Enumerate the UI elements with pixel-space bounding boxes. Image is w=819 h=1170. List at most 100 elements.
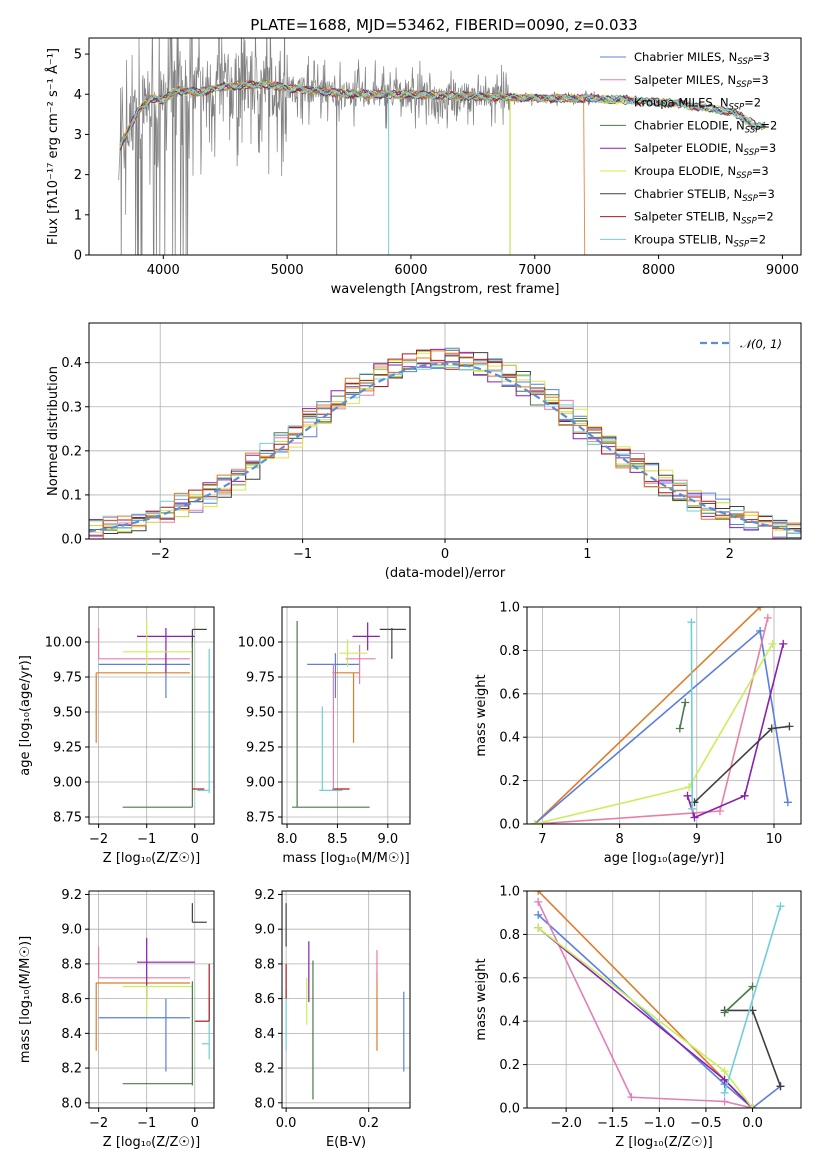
model-fit-line (119, 80, 586, 255)
series-point-marker (767, 724, 776, 733)
x-tick-label: 8.0 (277, 832, 298, 847)
series-point-marker (776, 902, 785, 911)
series-point-marker (534, 891, 543, 895)
series-line (693, 725, 790, 803)
y-tick-label: 9.75 (246, 671, 275, 686)
spectrum-legend: Chabrier MILES, NSSP=3 Salpeter MILES, NS… (600, 50, 777, 249)
series-point-marker (715, 806, 724, 815)
series-line (724, 985, 754, 1014)
legend-entry-label: Salpeter STELIB, NSSP=2 (634, 210, 774, 227)
spectrum-plot-area (118, 38, 767, 255)
x-tick-label: 0 (441, 547, 449, 562)
x-tick-label: 0 (191, 832, 199, 847)
series-line (686, 643, 784, 819)
legend-entry-label: Salpeter ELODIE, NSSP=3 (634, 141, 776, 158)
axes-frame (88, 890, 215, 1109)
y-axis-label: Flux [fλ10⁻¹⁷ erg cm⁻² s⁻¹ Å⁻¹] (45, 48, 61, 245)
y-tick-label: 8.2 (254, 1062, 275, 1077)
x-axis-label: (data-model)/error (385, 566, 506, 581)
x-tick-label: −2 (89, 1116, 108, 1131)
legend-entry-label: Kroupa ELODIE, NSSP=3 (634, 164, 769, 181)
y-tick-label: 3 (74, 128, 82, 143)
series-line (537, 901, 753, 1108)
y-tick-label: 8.0 (61, 1096, 82, 1111)
x-axis-label: age [log₁₀(age/yr)] (604, 851, 725, 866)
y-tick-label: 0.6 (499, 687, 520, 702)
y-tick-label: 0.8 (499, 644, 520, 659)
y-tick-label: 9.75 (53, 671, 82, 686)
y-tick-label: 8.75 (246, 811, 275, 826)
series-point-marker (720, 1097, 729, 1106)
y-tick-label: 9.2 (254, 888, 275, 903)
histogram-step-line (89, 350, 801, 539)
y-tick-label: 9.00 (53, 776, 82, 791)
y-tick-label: 9.25 (53, 741, 82, 756)
x-tick-label: 9 (693, 832, 701, 847)
series-point-marker (756, 607, 765, 611)
series-point-marker (720, 1008, 729, 1017)
x-tick-label: −1.0 (644, 1116, 676, 1131)
x-axis-label: E(B-V) (326, 1135, 366, 1150)
x-tick-label: −1 (137, 832, 156, 847)
y-axis-label: Normed distribution (46, 366, 61, 496)
series-point-marker (687, 618, 696, 627)
series-point-marker (688, 804, 697, 813)
y-tick-label: 9.50 (53, 706, 82, 721)
legend-entry-label: Kroupa MILES, NSSP=2 (634, 96, 761, 113)
series-point-marker (675, 724, 684, 733)
series-point-marker (627, 1093, 636, 1102)
x-tick-label: 9.0 (377, 832, 398, 847)
axes-frame (88, 37, 802, 256)
series-point-marker (776, 1082, 785, 1091)
x-axis-label: Z [log₁₀(Z/Z☉)] (615, 1135, 712, 1150)
y-axis-label: age [log₁₀(age/yr)] (18, 655, 33, 776)
series-point-marker (690, 813, 699, 822)
y-tick-label: 0.2 (61, 444, 82, 459)
y-tick-label: 8.6 (61, 992, 82, 1007)
series-point-marker (530, 820, 539, 824)
y-tick-label: 0.2 (499, 1058, 520, 1073)
y-tick-label: 4 (74, 88, 82, 103)
x-axis-label: Z [log₁₀(Z/Z☉)] (103, 1135, 200, 1150)
y-tick-label: 8.8 (254, 957, 275, 972)
series-point-marker (756, 626, 765, 635)
errorbar-plot-area (95, 903, 210, 1086)
series-point-marker (785, 722, 794, 731)
y-tick-label: 1.0 (499, 601, 520, 616)
x-tick-label: −1 (293, 547, 312, 562)
histogram-plot-area (89, 347, 801, 539)
series-point-marker (720, 1067, 729, 1076)
y-tick-label: 1.0 (499, 885, 520, 900)
y-tick-label: 9.0 (254, 923, 275, 938)
x-tick-label: −2.0 (550, 1116, 582, 1131)
series-line (537, 891, 754, 1108)
y-tick-label: 9.25 (246, 741, 275, 756)
normal-curve-line (89, 362, 801, 533)
series-point-marker (534, 897, 543, 906)
y-tick-label: 8.4 (61, 1027, 82, 1042)
series-point-marker (720, 1075, 729, 1084)
legend-entry-label: Kroupa STELIB, NSSP=2 (634, 232, 766, 249)
x-tick-label: 5000 (271, 263, 304, 278)
spectrum-panel: 4000 5000 6000 7000 8000 9000 0 1 2 3 4 5 wavelength… (45, 37, 802, 297)
x-tick-label: 9000 (766, 263, 799, 278)
x-tick-label: 0.0 (276, 1116, 297, 1131)
series-line (690, 622, 693, 809)
y-axis-label: mass [log₁₀(M/M☉)] (18, 936, 33, 1063)
y-axis-label: mass weight (474, 674, 489, 756)
y-tick-label: 0.0 (61, 533, 82, 548)
y-tick-label: 0.4 (499, 731, 520, 746)
x-tick-label: 7000 (518, 263, 551, 278)
errorbar-plot-area (95, 621, 210, 808)
y-tick-label: 0.2 (499, 774, 520, 789)
y-tick-label: 9.0 (61, 923, 82, 938)
series-point-marker (534, 923, 543, 932)
series-point-marker (534, 910, 543, 919)
errorbar-plot-area (285, 903, 405, 1100)
series-point-marker (681, 698, 690, 707)
y-tick-label: 10.00 (45, 636, 82, 651)
massweight-vs-Z-panel: −2.0 −1.5 −1.0 −0.5 0.0 0.0 0.2 0.4 0.6 0.8 1.0 Z [… (474, 885, 802, 1150)
y-tick-label: 10.00 (238, 636, 275, 651)
y-tick-label: 0.6 (499, 971, 520, 986)
